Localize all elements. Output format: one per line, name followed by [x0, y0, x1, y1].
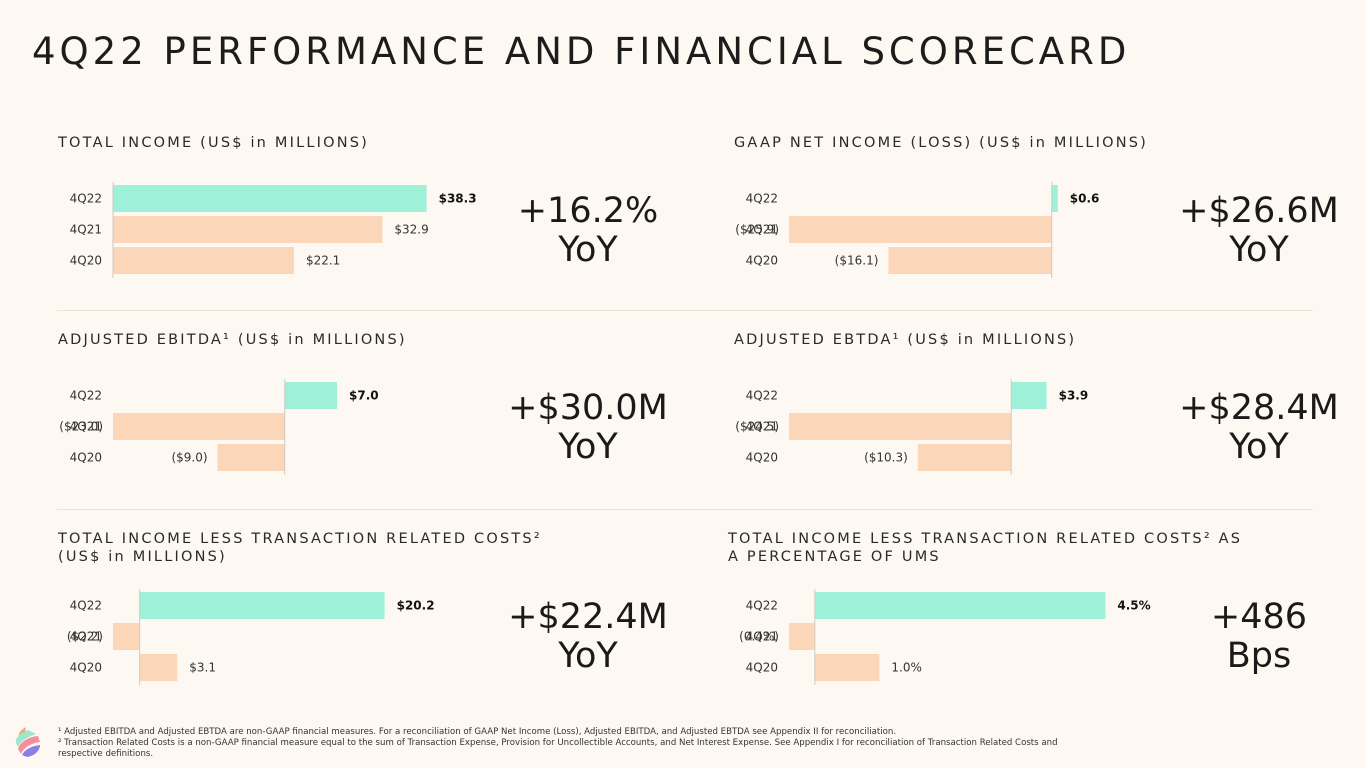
- yoy-change: +16.2% YoY: [517, 191, 659, 270]
- panel-title: TOTAL INCOME (US$ in MILLIONS): [58, 135, 370, 151]
- value-label: $7.0: [349, 389, 379, 403]
- value-label: ($9.0): [171, 451, 207, 465]
- bar-4q22: [113, 185, 427, 212]
- category-label: 4Q20: [746, 451, 778, 465]
- category-label: 4Q20: [70, 661, 102, 675]
- bar-4q22: [814, 592, 1106, 619]
- value-label: $3.1: [189, 661, 216, 675]
- bar-4q22: [1011, 382, 1047, 409]
- bar-4q20: [814, 654, 880, 681]
- category-label: 4Q21: [746, 630, 778, 644]
- panel-adjusted-ebtda: ADJUSTED EBTDA¹ (US$ in MILLIONS) 4Q22 $3…: [734, 331, 1339, 491]
- value-label: $20.2: [397, 599, 435, 613]
- category-label: 4Q22: [70, 389, 102, 403]
- bar-4q21: [789, 216, 1052, 243]
- value-label: 4.5%: [1117, 599, 1150, 613]
- row-divider-2: [57, 509, 1313, 510]
- panel-title: TOTAL INCOME LESS TRANSACTION RELATED CO…: [58, 531, 542, 565]
- bar-4q20: [917, 444, 1012, 471]
- bar-4q21: [113, 413, 285, 440]
- page-title: 4Q22 PERFORMANCE AND FINANCIAL SCORECARD: [32, 30, 1131, 73]
- bar-chart-gaap-net-income: 4Q22 $0.6 4Q21($25.9) 4Q20 ($16.1): [735, 182, 1100, 278]
- category-label: 4Q21: [70, 420, 102, 434]
- category-label: 4Q22: [70, 599, 102, 613]
- bar-4q20: [139, 654, 178, 681]
- bar-chart-adjusted-ebtda: 4Q22 $3.9 4Q21($24.5) 4Q20 ($10.3): [735, 379, 1089, 475]
- bar-chart-income-less-costs: 4Q22 $20.2 4Q21($2.2) 4Q20 $3.1: [67, 589, 435, 685]
- panel-total-income: TOTAL INCOME (US$ in MILLIONS) 4Q22 $38.3…: [58, 134, 678, 294]
- yoy-change: +$26.6M YoY: [1179, 191, 1339, 270]
- value-label: ($16.1): [835, 254, 879, 268]
- bar-chart-adjusted-ebitda: 4Q22 $7.0 4Q21($23.0) 4Q20 ($9.0): [59, 379, 379, 475]
- value-label: ($2.2): [67, 630, 103, 644]
- footnote-1: ¹ Adjusted EBITDA and Adjusted EBTDA are…: [58, 727, 897, 737]
- value-label: ($25.9): [735, 223, 779, 237]
- category-label: 4Q20: [746, 661, 778, 675]
- panel-gaap-net-income: GAAP NET INCOME (LOSS) (US$ in MILLIONS)…: [734, 134, 1339, 294]
- yoy-change: +$30.0M YoY: [508, 388, 668, 467]
- value-label: $0.6: [1070, 192, 1100, 206]
- panel-title: TOTAL INCOME LESS TRANSACTION RELATED CO…: [728, 531, 1243, 565]
- bar-4q21: [113, 623, 140, 650]
- bps-change: +486 Bps: [1210, 597, 1308, 676]
- bar-4q20: [113, 247, 294, 274]
- value-label: ($24.5): [735, 420, 779, 434]
- footnotes: ¹ Adjusted EBITDA and Adjusted EBTDA are…: [58, 727, 1098, 760]
- bar-4q22: [1051, 185, 1058, 212]
- category-label: 4Q20: [70, 254, 102, 268]
- bar-4q20: [888, 247, 1052, 274]
- panel-title: ADJUSTED EBITDA¹ (US$ in MILLIONS): [58, 332, 407, 348]
- bar-chart-income-less-costs-pct: 4Q22 4.5% 4Q21(0.4%) 4Q20 1.0%: [739, 589, 1151, 685]
- logo-icon: [15, 727, 40, 757]
- category-label: 4Q21: [746, 420, 778, 434]
- value-label: $32.9: [394, 223, 428, 237]
- panel-income-less-costs: TOTAL INCOME LESS TRANSACTION RELATED CO…: [58, 530, 678, 690]
- panel-title: ADJUSTED EBTDA¹ (US$ in MILLIONS): [734, 332, 1077, 348]
- bar-4q21: [789, 623, 815, 650]
- category-label: 4Q22: [70, 192, 102, 206]
- panel-title: GAAP NET INCOME (LOSS) (US$ in MILLIONS): [734, 135, 1149, 151]
- value-label: $22.1: [306, 254, 340, 268]
- value-label: (0.4%): [739, 630, 779, 644]
- category-label: 4Q21: [746, 223, 778, 237]
- panel-adjusted-ebitda: ADJUSTED EBITDA¹ (US$ in MILLIONS) 4Q22 $…: [58, 331, 678, 491]
- category-label: 4Q21: [70, 630, 102, 644]
- category-label: 4Q22: [746, 599, 778, 613]
- value-label: $3.9: [1059, 389, 1089, 403]
- value-label: 1.0%: [891, 661, 922, 675]
- yoy-change: +$28.4M YoY: [1179, 388, 1339, 467]
- category-label: 4Q22: [746, 389, 778, 403]
- category-label: 4Q21: [70, 223, 102, 237]
- bar-4q22: [284, 382, 337, 409]
- footnote-2: ² Transaction Related Costs is a non-GAA…: [58, 738, 1058, 759]
- category-label: 4Q22: [746, 192, 778, 206]
- bar-4q22: [139, 592, 385, 619]
- value-label: $38.3: [439, 192, 477, 206]
- yoy-change: +$22.4M YoY: [508, 597, 668, 676]
- category-label: 4Q20: [70, 451, 102, 465]
- value-label: ($23.0): [59, 420, 103, 434]
- panel-income-less-costs-pct: TOTAL INCOME LESS TRANSACTION RELATED CO…: [728, 530, 1334, 690]
- bar-4q20: [217, 444, 285, 471]
- bar-4q21: [113, 216, 383, 243]
- bar-4q21: [789, 413, 1012, 440]
- row-divider-1: [57, 310, 1313, 311]
- value-label: ($10.3): [864, 451, 908, 465]
- category-label: 4Q20: [746, 254, 778, 268]
- bar-chart-total-income: 4Q22 $38.3 4Q21 $32.9 4Q20 $22.1: [70, 182, 477, 278]
